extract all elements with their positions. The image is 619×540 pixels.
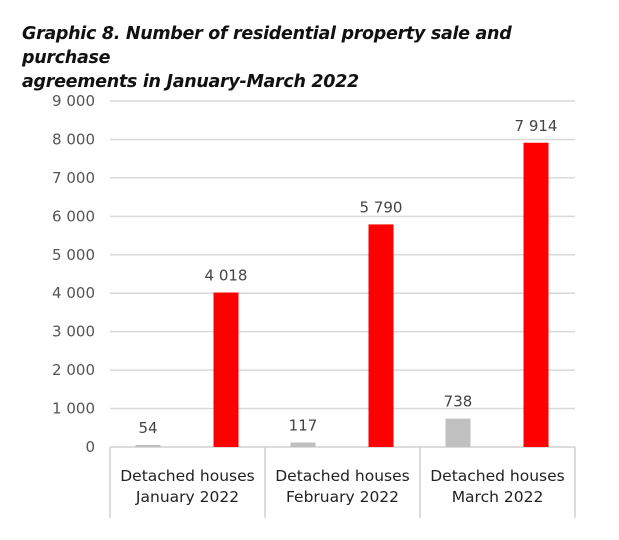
chart-title-line-2: agreements in January-March 2022 [22, 72, 359, 92]
data-label: 54 [138, 419, 157, 437]
data-label: 4 018 [205, 267, 248, 285]
y-tick-label: 6 000 [52, 207, 95, 225]
y-tick-label: 4 000 [52, 284, 95, 302]
chart-title-line-1: Graphic 8. Number of residential propert… [22, 24, 512, 68]
x-tick-label: February 2022 [286, 488, 399, 506]
bar [290, 442, 316, 447]
y-tick-label: 5 000 [52, 246, 95, 264]
data-label: 117 [289, 417, 318, 435]
y-tick-label: 1 000 [52, 400, 95, 418]
y-tick-label: 8 000 [52, 130, 95, 148]
x-tick-label: Detached houses [430, 467, 565, 485]
bar [368, 224, 394, 447]
y-tick-label: 0 [85, 438, 95, 456]
data-label: 738 [444, 393, 473, 411]
x-tick-label: Detached houses [275, 467, 410, 485]
bar [523, 142, 549, 447]
x-tick-label: Detached houses [120, 467, 255, 485]
y-tick-label: 3 000 [52, 323, 95, 341]
y-tick-label: 2 000 [52, 361, 95, 379]
chart-title: Graphic 8. Number of residential propert… [22, 22, 602, 94]
x-tick-label: January 2022 [135, 488, 239, 506]
data-label: 5 790 [360, 198, 403, 216]
y-tick-label: 7 000 [52, 169, 95, 187]
y-tick-label: 9 000 [52, 92, 95, 110]
x-tick-label: March 2022 [452, 488, 544, 506]
bar [135, 444, 161, 447]
bar [445, 418, 471, 447]
data-label: 7 914 [515, 117, 558, 135]
bar [213, 292, 239, 447]
